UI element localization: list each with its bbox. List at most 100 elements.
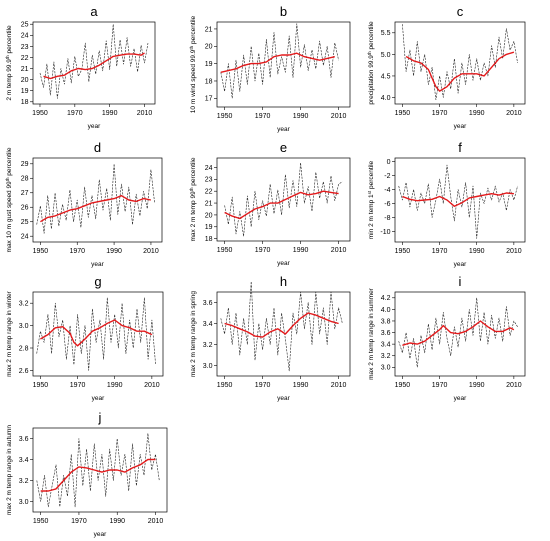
plot-frame-d (32, 157, 163, 243)
panel-letter-e: e (280, 140, 287, 155)
y-tick-label-j-3.6: 3.6 (19, 436, 29, 443)
y-tick-label-a-21: 21 (21, 66, 29, 73)
x-axis-label-a: year (88, 123, 101, 130)
y-tick-label-h-3.2: 3.2 (203, 342, 213, 349)
x-tick-label-d-2010: 2010 (143, 248, 159, 255)
panel-letter-i: i (459, 274, 462, 289)
smoothed-series-line-a (43, 52, 145, 80)
panel-j: j 1950 1970 1990 2010 3.0 3.2 3.4 3.6 year max 2 m… (6, 410, 168, 538)
panel-letter-d: d (94, 140, 101, 155)
y-axis-label-b: 10 m wind speed 99.9th percentile (189, 15, 198, 113)
y-tick-label-d-29: 29 (21, 161, 29, 168)
x-tick-label-h-2010: 2010 (331, 382, 347, 389)
x-axis-label-e: year (277, 260, 290, 267)
y-tick-label-b-20: 20 (205, 44, 213, 51)
y-tick-label-g-2.8: 2.8 (19, 345, 29, 352)
x-tick-label-h-1950: 1950 (217, 382, 233, 389)
panel-letter-j: j (98, 410, 102, 425)
annual-series-line-g (36, 297, 156, 371)
smoothed-series-line-c (405, 51, 515, 92)
y-tick-label-f--8: -8 (384, 215, 390, 222)
y-tick-label-a-22: 22 (21, 55, 29, 62)
panel-letter-b: b (280, 4, 287, 19)
panel-letter-a: a (90, 4, 98, 19)
panel-e: e 1950 1970 1990 2010 18 19 20 21 22 23 24 year max 2… (189, 140, 351, 267)
y-tick-label-g-2.6: 2.6 (19, 368, 29, 375)
plot-frame-i (394, 291, 526, 377)
smoothed-series-line-i (402, 320, 515, 346)
y-axis-label-j: max 2 m temp range in autumn (6, 425, 13, 515)
x-tick-label-b-1950: 1950 (217, 113, 233, 120)
y-tick-label-e-21: 21 (205, 200, 213, 207)
x-tick-label-b-1970: 1970 (255, 113, 271, 120)
x-tick-label-a-1950: 1950 (32, 110, 48, 117)
x-tick-label-e-2010: 2010 (331, 247, 347, 254)
panel-letter-c: c (457, 4, 464, 19)
y-axis-label-f: min 2 m temp 1st percentile (367, 160, 376, 239)
y-tick-label-e-20: 20 (205, 212, 213, 219)
y-tick-label-g-3.2: 3.2 (19, 301, 29, 308)
y-tick-label-c-4.5: 4.5 (381, 73, 391, 80)
annual-series-line-b (220, 23, 339, 99)
panel-h: h 1950 1970 1990 2010 3.0 3.2 3.4 3.6 year max 2 m… (190, 274, 351, 402)
x-axis-label-f: year (454, 261, 467, 268)
x-tick-label-b-2010: 2010 (331, 113, 347, 120)
y-tick-label-e-24: 24 (205, 165, 213, 172)
x-tick-label-f-1990: 1990 (469, 248, 485, 255)
plot-frame-f (394, 157, 526, 243)
plot-frame-j (32, 427, 168, 513)
panel-i: i 1950 1970 1990 2010 3.0 3.2 3.4 3.6 3.8 4.0 4.2 ye… (368, 274, 526, 402)
panel-g: g 1950 1970 1990 2010 2.6 2.8 3.0 3.2 year max 2 m… (6, 274, 164, 402)
x-tick-label-c-1970: 1970 (432, 110, 448, 117)
annual-series-line-c (402, 24, 518, 100)
y-axis-label-a: 2 m temp 99.9th percentile (5, 25, 14, 101)
y-tick-label-a-20: 20 (21, 77, 29, 84)
x-tick-label-f-1970: 1970 (432, 248, 448, 255)
y-tick-label-i-3.2: 3.2 (381, 353, 391, 360)
smoothed-series-line-d (40, 194, 152, 223)
x-tick-label-e-1970: 1970 (255, 247, 271, 254)
smoothed-series-line-e (224, 190, 339, 220)
plot-frame-b (216, 21, 351, 108)
x-tick-label-i-2010: 2010 (506, 382, 522, 389)
y-tick-label-j-3: 3.0 (19, 499, 29, 506)
x-axis-label-j: year (94, 531, 107, 538)
x-tick-label-j-2010: 2010 (148, 518, 164, 525)
x-tick-label-h-1990: 1990 (293, 382, 309, 389)
panel-letter-h: h (280, 274, 287, 289)
y-tick-label-j-3.2: 3.2 (19, 478, 29, 485)
x-tick-label-c-1950: 1950 (395, 110, 411, 117)
panel-a: a 1950 1970 1990 2010 18 19 20 21 22 23 24 25 year 2 m… (5, 4, 156, 130)
x-tick-label-f-1950: 1950 (395, 248, 411, 255)
annual-series-line-e (224, 162, 343, 237)
y-tick-label-d-24: 24 (21, 234, 29, 241)
plot-frame-e (216, 157, 351, 242)
plot-frame-h (216, 291, 351, 377)
y-tick-label-b-17: 17 (205, 96, 213, 103)
y-tick-label-d-26: 26 (21, 205, 29, 212)
x-tick-label-d-1990: 1990 (106, 248, 122, 255)
y-tick-label-d-25: 25 (21, 219, 29, 226)
y-tick-label-j-3.4: 3.4 (19, 457, 29, 464)
annual-series-line-h (220, 281, 343, 372)
y-axis-label-e: max 2 m temp 99th percentile (189, 157, 198, 241)
y-axis-label-d: max 10 m gust speed 99th percentile (5, 147, 14, 252)
x-tick-label-c-2010: 2010 (506, 110, 522, 117)
plot-frame-c (394, 21, 526, 105)
x-axis-label-h: year (277, 395, 290, 402)
y-tick-label-e-23: 23 (205, 177, 213, 184)
y-axis-label-h: max 2 m temp range in spring (190, 291, 197, 377)
annual-series-line-f (398, 164, 518, 239)
y-tick-label-a-24: 24 (21, 33, 29, 40)
x-tick-label-a-1970: 1970 (67, 110, 83, 117)
smoothed-series-line-h (224, 312, 339, 338)
smoothed-series-line-b (220, 52, 335, 73)
panel-c: c 1950 1970 1990 2010 4.0 4.5 5.0 5.5 year precipi… (367, 4, 526, 130)
annual-series-line-i (398, 297, 518, 368)
y-tick-label-i-4: 4.0 (381, 307, 391, 314)
x-tick-label-e-1990: 1990 (293, 247, 309, 254)
x-tick-label-e-1950: 1950 (217, 247, 233, 254)
y-tick-label-f--4: -4 (384, 187, 390, 194)
x-axis-label-b: year (277, 126, 290, 133)
